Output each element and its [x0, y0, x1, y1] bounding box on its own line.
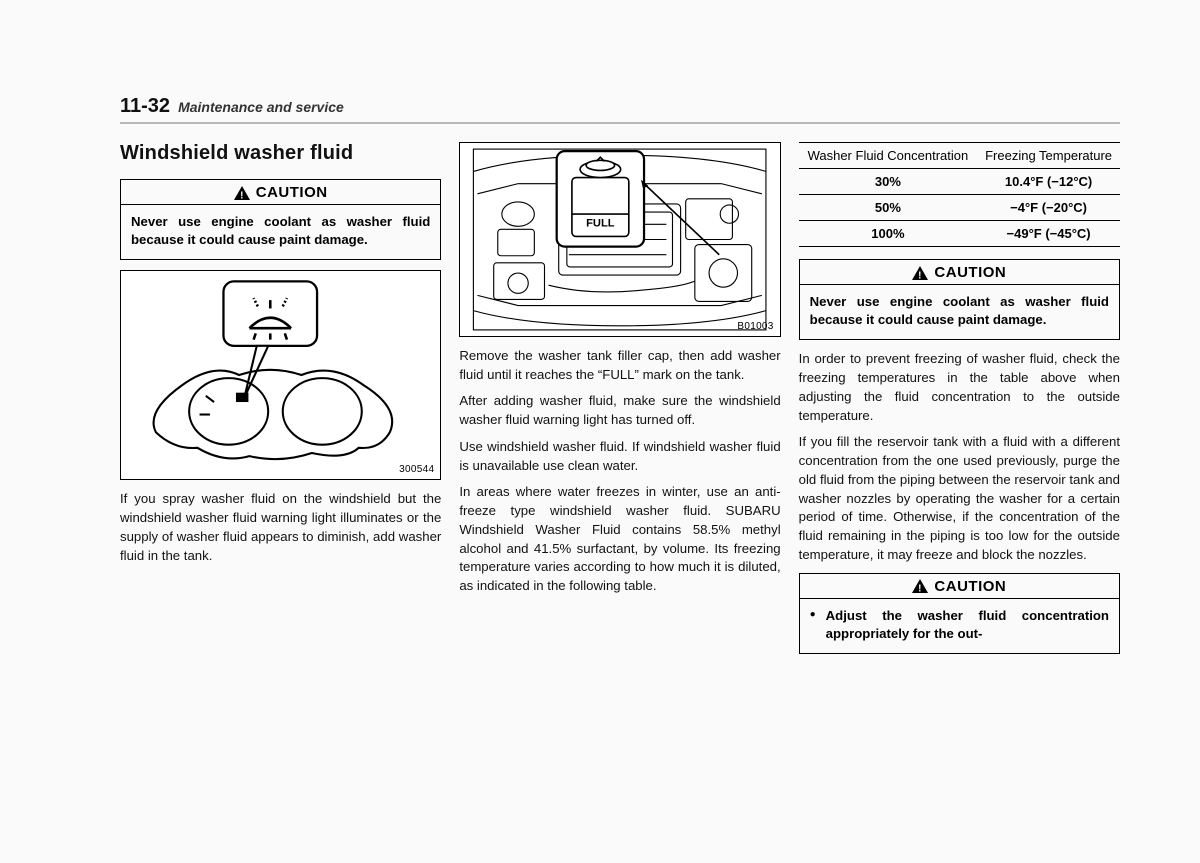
- caution-text: Never use engine coolant as washer fluid…: [800, 285, 1119, 339]
- warning-icon: !: [912, 579, 928, 593]
- caution-header: ! CAUTION: [800, 260, 1119, 285]
- column-1: Windshield washer fluid ! CAUTION Never …: [120, 142, 441, 664]
- caution-text: Never use engine coolant as washer fluid…: [121, 205, 440, 259]
- figure-dashboard-warning: 300544: [120, 270, 441, 480]
- body-paragraph: Remove the washer tank filler cap, then …: [459, 347, 780, 384]
- chapter-title: Maintenance and service: [178, 99, 344, 115]
- table-header-row: Washer Fluid Concentration Freezing Temp…: [799, 143, 1120, 169]
- full-mark-label: FULL: [586, 217, 615, 229]
- caution-header: ! CAUTION: [121, 180, 440, 205]
- table-cell: 50%: [799, 195, 978, 221]
- column-3: Washer Fluid Concentration Freezing Temp…: [799, 142, 1120, 664]
- caution-box-2: ! CAUTION Never use engine coolant as wa…: [799, 259, 1120, 340]
- caution-label: CAUTION: [256, 184, 328, 201]
- svg-text:!: !: [240, 190, 244, 200]
- body-paragraph: Use windshield washer fluid. If windshie…: [459, 438, 780, 475]
- page-header: 11-32 Maintenance and service: [120, 95, 1120, 118]
- caution-list-item: Adjust the washer fluid concentration ap…: [810, 607, 1109, 643]
- header-rule: [120, 122, 1120, 124]
- table-row: 30% 10.4°F (−12°C): [799, 169, 1120, 195]
- content-columns: Windshield washer fluid ! CAUTION Never …: [120, 142, 1120, 664]
- caution-label: CAUTION: [934, 578, 1006, 595]
- table-header-freezing: Freezing Temperature: [977, 143, 1120, 169]
- warning-icon: !: [234, 186, 250, 200]
- svg-text:!: !: [918, 584, 922, 594]
- figure-engine-bay: FULL B01003: [459, 142, 780, 337]
- table-row: 50% −4°F (−20°C): [799, 195, 1120, 221]
- caution-label: CAUTION: [934, 264, 1006, 281]
- table-cell: −4°F (−20°C): [977, 195, 1120, 221]
- table-cell: 30%: [799, 169, 978, 195]
- caution-header: ! CAUTION: [800, 574, 1119, 599]
- svg-text:!: !: [918, 270, 922, 280]
- figure-id: B01003: [737, 321, 773, 332]
- table-cell: 100%: [799, 221, 978, 247]
- table-cell: 10.4°F (−12°C): [977, 169, 1120, 195]
- body-paragraph: After adding washer fluid, make sure the…: [459, 392, 780, 429]
- body-paragraph: In order to prevent freezing of washer f…: [799, 350, 1120, 425]
- manual-page: 11-32 Maintenance and service Windshield…: [0, 0, 1200, 863]
- figure-id: 300544: [399, 464, 434, 475]
- body-paragraph: If you fill the reservoir tank with a fl…: [799, 433, 1120, 564]
- column-2: FULL B01003 Remove the washer tank fille…: [459, 142, 780, 664]
- engine-bay-illustration: FULL: [460, 143, 779, 336]
- dashboard-cluster-illustration: [121, 271, 440, 479]
- section-title: Windshield washer fluid: [120, 142, 441, 165]
- table-row: 100% −49°F (−45°C): [799, 221, 1120, 247]
- caution-box-1: ! CAUTION Never use engine coolant as wa…: [120, 179, 441, 260]
- body-paragraph: If you spray washer fluid on the windshi…: [120, 490, 441, 565]
- caution-box-3: ! CAUTION Adjust the washer fluid concen…: [799, 573, 1120, 654]
- table-header-concentration: Washer Fluid Concentration: [799, 143, 978, 169]
- page-number: 11-32: [120, 95, 170, 118]
- caution-text: Adjust the washer fluid concentration ap…: [800, 599, 1119, 653]
- warning-icon: !: [912, 266, 928, 280]
- freezing-temperature-table: Washer Fluid Concentration Freezing Temp…: [799, 142, 1120, 247]
- table-cell: −49°F (−45°C): [977, 221, 1120, 247]
- body-paragraph: In areas where water freezes in winter, …: [459, 483, 780, 595]
